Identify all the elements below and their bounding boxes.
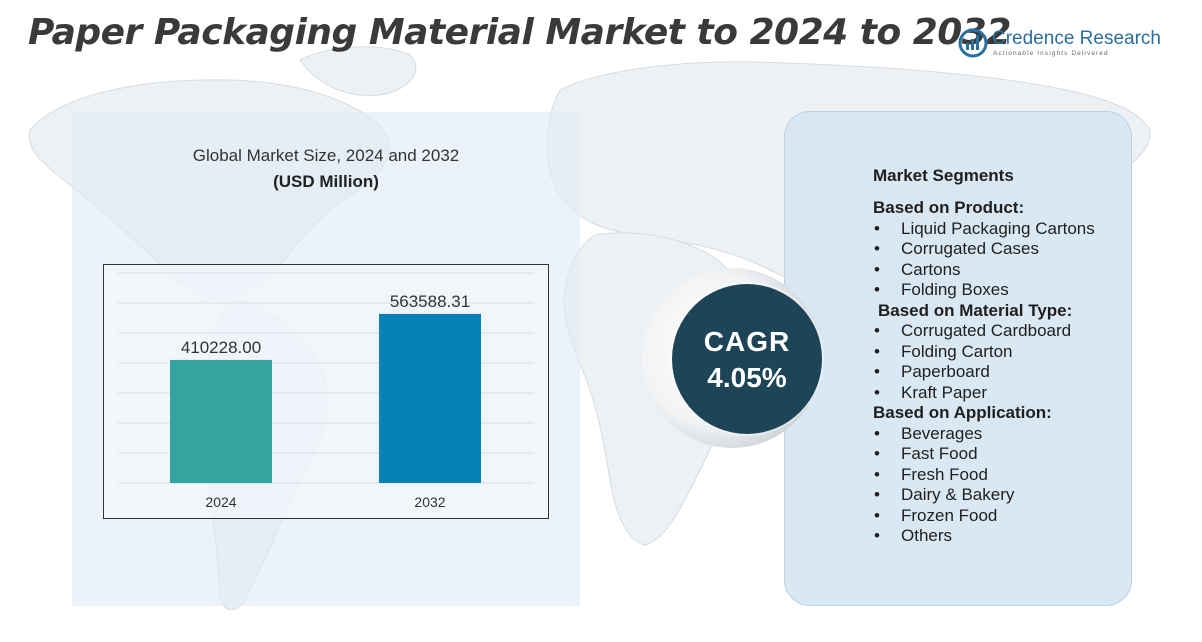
cagr-label: CAGR [703, 326, 791, 357]
bar-2024 [170, 359, 272, 483]
segment-item: Beverages [873, 424, 1128, 445]
logo-icon [958, 28, 988, 58]
cagr-value: 4.05% [707, 362, 787, 393]
segment-item: Dairy & Bakery [873, 485, 1128, 506]
page-title: Paper Packaging Material Market to 2024 … [28, 12, 1011, 53]
segment-item: Kraft Paper [873, 383, 1128, 404]
segment-item: Fresh Food [873, 465, 1128, 486]
segment-item: Frozen Food [873, 506, 1128, 527]
cagr-badge: CAGR 4.05% [642, 268, 822, 448]
logo-name: Credence Research [992, 28, 1161, 49]
segment-item: Paperboard [873, 362, 1128, 383]
segment-item: Cartons [873, 260, 1128, 281]
segment-item: Folding Carton [873, 342, 1128, 363]
segment-group-title: Based on Application: [873, 403, 1052, 422]
segments-list: Market Segments Based on Product: Liquid… [873, 166, 1128, 547]
x-tick-label-2032: 2032 [414, 494, 445, 510]
data-label-2024: 410228.00 [181, 338, 261, 357]
x-tick-label-2024: 2024 [205, 494, 236, 510]
segment-group-title: Based on Material Type: [878, 300, 1073, 320]
segment-group-title: Based on Product: [873, 198, 1025, 217]
data-label-2032: 563588.31 [390, 292, 470, 311]
bar-chart: 410228.00 2024 563588.31 2032 [118, 272, 534, 510]
chart-frame: 410228.00 2024 563588.31 2032 [103, 264, 549, 519]
segment-item: Others [873, 526, 1128, 547]
bar-2032 [379, 313, 481, 483]
brand-logo: Credence Research Actionable Insights De… [958, 26, 1161, 60]
segment-item: Fast Food [873, 444, 1128, 465]
segments-title: Market Segments [873, 166, 1014, 185]
chart-title: Global Market Size, 2024 and 2032 [192, 146, 460, 165]
segment-item: Corrugated Cardboard [873, 321, 1128, 342]
cagr-circle: CAGR 4.05% [672, 284, 822, 434]
logo-tagline: Actionable Insights Delivered [993, 50, 1109, 57]
chart-unit-label: (USD Million) [273, 172, 379, 191]
segment-item: Corrugated Cases [873, 239, 1128, 260]
segment-item: Liquid Packaging Cartons [873, 219, 1128, 240]
segment-item: Folding Boxes [873, 280, 1128, 301]
market-size-panel: Global Market Size, 2024 and 2032 (USD M… [72, 112, 580, 606]
market-segments-panel: Market Segments Based on Product: Liquid… [784, 111, 1132, 606]
